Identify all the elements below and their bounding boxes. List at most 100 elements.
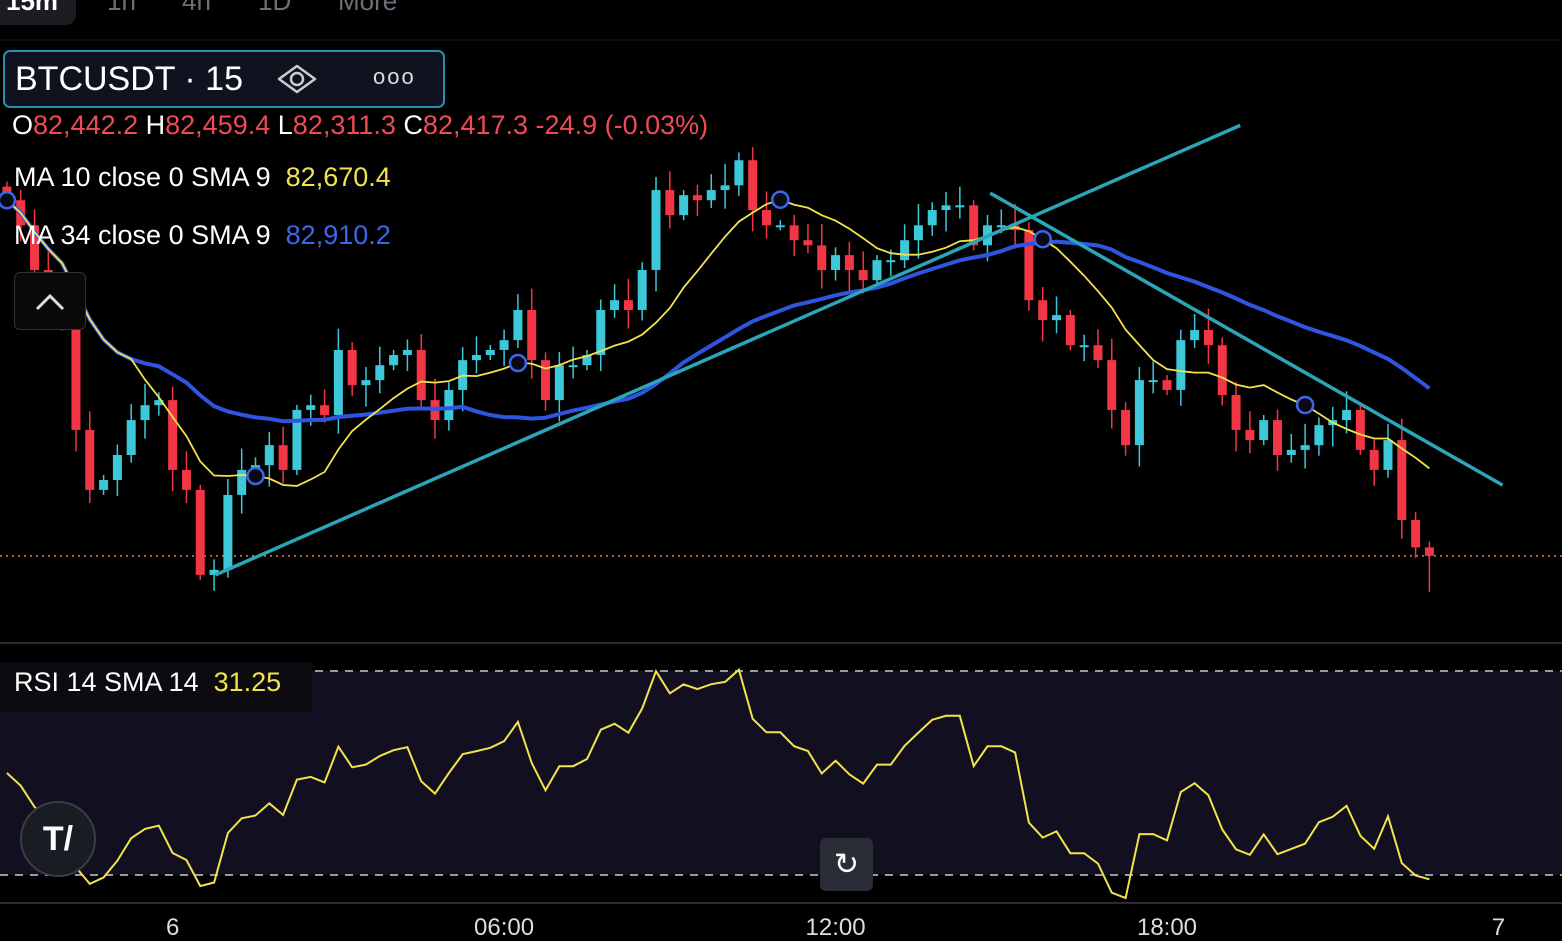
ma10-line: [6, 198, 1430, 487]
ma10-legend[interactable]: MA 10 close 0 SMA 9 82,670.4: [14, 162, 391, 193]
candle-body: [1121, 409, 1131, 446]
candle-body: [1079, 345, 1089, 348]
candle-body: [223, 494, 233, 570]
candle-body: [803, 240, 813, 246]
tab-1d[interactable]: 1D: [258, 0, 292, 16]
candle-body: [1148, 380, 1158, 383]
ma34-label: MA 34 close 0 SMA 9: [14, 220, 271, 250]
candle-body: [1162, 380, 1172, 390]
candle-body: [1107, 360, 1117, 410]
marker-circle: [1033, 229, 1052, 249]
candle-body: [1259, 420, 1269, 441]
candle-body: [541, 360, 551, 401]
candle-body: [692, 195, 702, 201]
candle-body: [886, 260, 896, 263]
trend-line: [989, 191, 1504, 487]
chevron-up-icon: [35, 293, 65, 311]
candle-body: [209, 569, 219, 575]
candle-body: [168, 400, 178, 470]
candle-body: [195, 489, 205, 575]
rsi-legend[interactable]: RSI 14 SMA 14 31.25: [0, 662, 312, 712]
symbol-legend[interactable]: BTCUSDT · 15 ooo: [3, 50, 445, 108]
candle-body: [1355, 409, 1365, 450]
candle-body: [941, 205, 951, 211]
candle-body: [1217, 345, 1227, 396]
candle-body: [237, 469, 247, 495]
candle-body: [471, 355, 481, 361]
candle-body: [858, 270, 868, 281]
eye-icon[interactable]: [277, 62, 317, 96]
ma34-line: [5, 198, 1431, 424]
candle-body: [1176, 340, 1186, 390]
candle-body: [775, 225, 785, 228]
candle-body: [1300, 445, 1310, 450]
ma10-label: MA 10 close 0 SMA 9: [14, 162, 271, 192]
candle-body: [1424, 547, 1434, 556]
candle-body: [30, 225, 40, 271]
candle-body: [1190, 329, 1200, 341]
candle-body: [831, 255, 841, 271]
time-tick-label: 18:00: [1136, 914, 1198, 941]
symbol-label: BTCUSDT · 15: [15, 60, 243, 98]
candle-body: [333, 349, 343, 416]
candle-body: [1397, 440, 1407, 521]
candle-body: [969, 205, 979, 246]
open-label: O: [12, 110, 34, 140]
candle-body: [927, 210, 937, 226]
candle-body: [637, 270, 647, 310]
candle-body: [126, 420, 136, 455]
candle-body: [610, 300, 620, 310]
marker-circle: [508, 353, 528, 373]
candle-body: [292, 409, 302, 470]
candle-body: [99, 480, 109, 490]
high-label: H: [145, 110, 166, 140]
candle-body: [679, 195, 689, 216]
tab-more[interactable]: More: [338, 0, 398, 16]
candle-body: [665, 190, 675, 216]
candle-body: [1369, 449, 1379, 470]
candle-body: [1093, 345, 1103, 361]
candle-body: [761, 210, 771, 226]
candle-body: [347, 349, 357, 386]
candle-body: [375, 365, 385, 381]
ma34-legend[interactable]: MA 34 close 0 SMA 9 82,910.2: [14, 220, 391, 251]
marker-circle: [771, 190, 790, 209]
reset-chart-button[interactable]: ↻: [820, 838, 873, 891]
more-options-icon[interactable]: ooo: [373, 64, 416, 89]
candle-body: [140, 405, 150, 421]
marker-circle: [246, 466, 265, 486]
candle-body: [1342, 409, 1352, 421]
low-value: 82,311.3: [292, 110, 396, 140]
candle-body: [1065, 315, 1075, 346]
candle-body: [1024, 230, 1034, 301]
candle-body: [154, 400, 164, 406]
candle-body: [264, 445, 274, 466]
close-label: C: [403, 110, 423, 140]
time-tick-label: 7: [1491, 914, 1506, 941]
tab-15m[interactable]: 15m: [0, 0, 77, 25]
candle-body: [1286, 449, 1296, 455]
candle-body: [955, 205, 965, 208]
candle-body: [513, 309, 523, 341]
candle-body: [499, 340, 509, 350]
rsi-value: 31.25: [213, 667, 282, 697]
tradingview-logo[interactable]: T/: [20, 801, 96, 877]
candle-body: [1203, 329, 1213, 346]
candle-body: [112, 454, 122, 481]
tab-4h[interactable]: 4h: [182, 0, 211, 16]
collapse-legend-button[interactable]: [14, 272, 86, 330]
candle-body: [913, 225, 923, 241]
candle-body: [1314, 425, 1324, 446]
rsi-label: RSI 14 SMA 14: [14, 667, 199, 697]
candle-body: [872, 260, 882, 281]
candle-body: [844, 255, 854, 271]
ma10-value: 82,670.4: [285, 162, 391, 192]
candle-body: [706, 190, 716, 201]
ma34-value: 82,910.2: [285, 220, 391, 250]
candle-body: [651, 190, 661, 271]
marker-circle: [1295, 395, 1315, 415]
candle-body: [568, 365, 578, 368]
tab-1h[interactable]: 1h: [107, 0, 136, 16]
open-value: 82,442.2: [33, 110, 139, 140]
